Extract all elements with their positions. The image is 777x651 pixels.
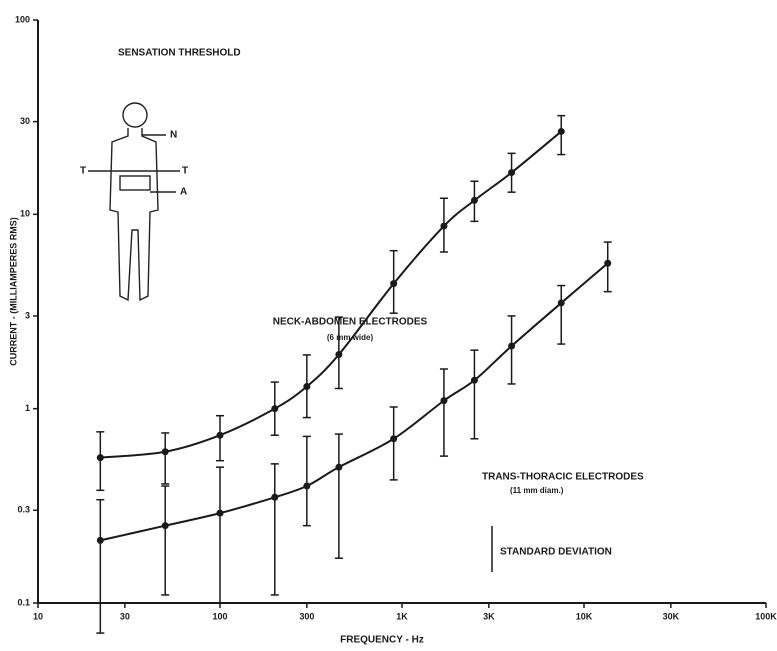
annotation: STANDARD DEVIATION bbox=[500, 547, 612, 558]
annotation: (11 mm diam.) bbox=[510, 486, 564, 495]
data-point bbox=[335, 351, 342, 358]
annotation: SENSATION THRESHOLD bbox=[118, 48, 241, 59]
data-point bbox=[508, 169, 515, 176]
data-point bbox=[97, 537, 104, 544]
data-point bbox=[271, 494, 278, 501]
data-point bbox=[162, 448, 169, 455]
data-point bbox=[217, 510, 224, 517]
data-point bbox=[303, 482, 310, 489]
y-tick-label: 100 bbox=[15, 14, 30, 24]
data-point bbox=[335, 464, 342, 471]
annotation: TRANS-THORACIC ELECTRODES bbox=[482, 472, 644, 483]
data-point bbox=[440, 397, 447, 404]
x-tick-label: 1K bbox=[396, 611, 408, 621]
x-tick-label: 30K bbox=[663, 611, 680, 621]
x-tick-label: 100K bbox=[755, 611, 777, 621]
x-tick-label: 30 bbox=[120, 611, 130, 621]
x-tick-label: 100 bbox=[212, 611, 227, 621]
x-tick-label: 3K bbox=[483, 611, 495, 621]
annotation: NECK-ABDOMEN ELECTRODES bbox=[273, 317, 428, 328]
y-tick-label: 3 bbox=[25, 310, 30, 320]
x-tick-label: 10K bbox=[576, 611, 593, 621]
data-point bbox=[558, 299, 565, 306]
y-tick-label: 10 bbox=[20, 209, 30, 219]
data-point bbox=[508, 343, 515, 350]
data-point bbox=[162, 522, 169, 529]
data-point bbox=[604, 260, 611, 267]
data-point bbox=[390, 280, 397, 287]
data-point bbox=[440, 223, 447, 230]
y-tick-label: 0.1 bbox=[17, 597, 30, 607]
data-point bbox=[558, 128, 565, 135]
x-tick-label: 10 bbox=[33, 611, 43, 621]
body-label: A bbox=[180, 187, 187, 198]
y-tick-label: 30 bbox=[20, 116, 30, 126]
body-label: T bbox=[80, 166, 86, 177]
data-point bbox=[217, 432, 224, 439]
body-label: N bbox=[170, 130, 177, 141]
data-point bbox=[97, 454, 104, 461]
body-label: T bbox=[182, 166, 188, 177]
y-tick-label: 1 bbox=[25, 403, 30, 413]
data-point bbox=[390, 435, 397, 442]
chart: SENSATION THRESHOLD NECK-ABDOMEN ELECTRO… bbox=[0, 0, 777, 651]
x-axis-label: FREQUENCY - Hz bbox=[340, 635, 424, 646]
data-point bbox=[471, 377, 478, 384]
y-axis-label: CURRENT - (MILLIAMPERES RMS) bbox=[8, 217, 18, 366]
x-tick-label: 300 bbox=[299, 611, 314, 621]
data-point bbox=[303, 383, 310, 390]
data-point bbox=[271, 405, 278, 412]
y-tick-label: 0.3 bbox=[17, 505, 30, 515]
data-point bbox=[471, 197, 478, 204]
